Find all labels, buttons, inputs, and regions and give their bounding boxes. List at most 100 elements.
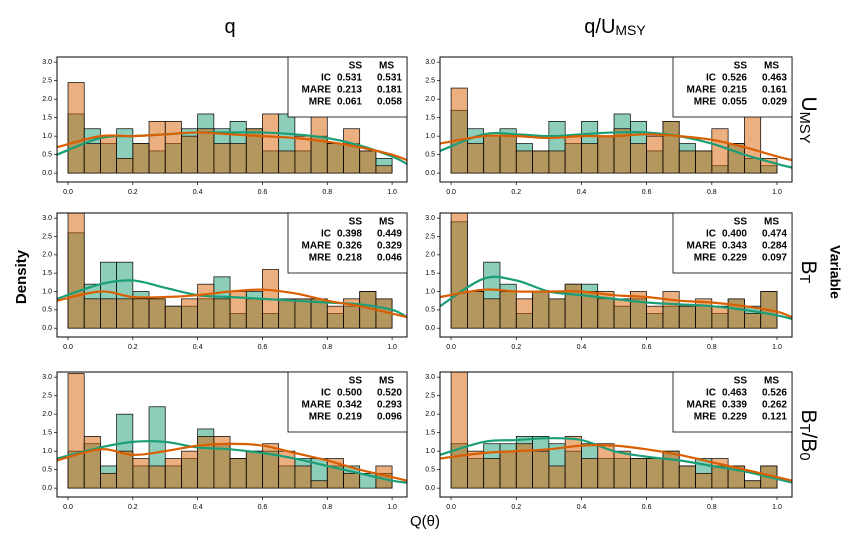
histogram-bar	[164, 120, 182, 174]
histogram-bar	[116, 298, 134, 329]
x-tick-label: 0.0	[63, 344, 73, 351]
plot-area	[57, 373, 407, 489]
x-tick-label: 0.0	[446, 504, 456, 511]
histogram-bar	[597, 135, 615, 174]
x-tick-label: 0.6	[258, 344, 268, 351]
histogram-bar	[515, 150, 533, 174]
histogram-bar	[483, 298, 501, 329]
histogram-bar	[181, 450, 198, 489]
y-tick-label: 1.5	[425, 114, 435, 121]
y-tick-label: 0.0	[425, 485, 435, 492]
y-tick-label: 2.5	[42, 78, 52, 85]
stats-row-label: MARE	[302, 85, 332, 96]
stats-cell: 0.096	[377, 412, 402, 423]
density-curve	[57, 279, 407, 319]
histogram-bar	[629, 458, 647, 489]
stats-header: MS	[764, 217, 779, 228]
stats-cell: 0.229	[722, 253, 747, 264]
plot-frame	[439, 371, 793, 498]
histogram-bar	[262, 113, 280, 174]
histogram-bar	[116, 450, 134, 489]
histogram-bar	[245, 298, 263, 329]
stats-cell: 0.046	[377, 253, 402, 264]
x-tick-label: 1.0	[387, 504, 397, 511]
histogram-bar	[581, 143, 599, 174]
y-tick-label: 1.0	[42, 288, 52, 295]
x-tick-label: 1.0	[772, 344, 782, 351]
stats-box	[287, 212, 408, 274]
stats-header: MS	[764, 61, 779, 72]
stats-cell: 0.463	[722, 388, 747, 399]
x-tick-label: 0.8	[707, 344, 717, 351]
histogram-bar	[548, 465, 566, 489]
density-curve	[440, 444, 792, 482]
histogram-bar	[132, 458, 150, 489]
histogram-bar	[132, 143, 150, 174]
histogram-bar	[499, 450, 517, 489]
stats-box	[287, 56, 408, 118]
stats-cell: 0.219	[337, 412, 362, 423]
stats-cell: 0.526	[762, 388, 787, 399]
stats-cell: 0.029	[762, 97, 787, 108]
y-tick-label: 2.0	[425, 96, 435, 103]
stats-header: SS	[349, 217, 363, 228]
histogram-bar	[164, 458, 182, 489]
density-curve	[440, 437, 792, 484]
stats-box	[672, 371, 793, 433]
stats-box	[672, 212, 793, 274]
x-tick-label: 0.4	[577, 189, 587, 196]
stats-cell: 0.520	[377, 388, 402, 399]
stats-cell: 0.229	[722, 412, 747, 423]
stats-cell: 0.284	[762, 241, 787, 252]
histogram-bar	[310, 113, 328, 174]
x-tick-label: 0.4	[193, 344, 203, 351]
y-tick-label: 0.5	[42, 466, 52, 473]
density-curve	[57, 440, 407, 484]
histogram-bar	[83, 298, 101, 329]
histogram-bar	[132, 298, 150, 329]
text-part: U	[797, 97, 820, 112]
x-tick-label: 0.6	[642, 344, 652, 351]
y-tick-label: 0.5	[425, 151, 435, 158]
stats-cell: 0.097	[762, 253, 787, 264]
stats-cell: 0.161	[762, 85, 787, 96]
stats-header: MS	[379, 376, 394, 387]
stats-cell: 0.293	[377, 400, 402, 411]
y-tick-label: 0.5	[425, 307, 435, 314]
plot-area	[440, 372, 792, 489]
stats-cell: 0.474	[762, 229, 787, 240]
histogram-bar	[711, 128, 729, 174]
histogram-bar	[229, 458, 247, 489]
x-tick-label: 1.0	[772, 189, 782, 196]
y-tick-label: 1.5	[42, 270, 52, 277]
histogram-bar	[629, 143, 647, 174]
histogram-bar	[67, 213, 85, 329]
stats-row-label: IC	[706, 73, 716, 84]
histogram-bar	[483, 458, 501, 489]
stats-header: SS	[349, 61, 363, 72]
stats-cell: 0.215	[722, 85, 747, 96]
x-tick-label: 0.8	[322, 189, 332, 196]
histogram-bar	[727, 298, 745, 329]
histogram-bar	[181, 135, 198, 174]
stats-cell: 0.463	[762, 73, 787, 84]
stats-row-label: MRE	[309, 412, 332, 423]
x-tick-label: 0.2	[511, 189, 521, 196]
x-tick-label: 1.0	[387, 189, 397, 196]
histogram-bar	[548, 150, 566, 174]
y-tick-label: 3.0	[425, 374, 435, 381]
text-part: /B	[797, 432, 820, 452]
text-part: B	[797, 261, 820, 275]
histogram-bar	[148, 465, 166, 489]
row-group-label: Variable	[827, 245, 843, 299]
text-part: T	[796, 275, 812, 284]
x-tick-label: 0.6	[258, 504, 268, 511]
x-tick-label: 0.0	[63, 504, 73, 511]
stats-cell: 0.343	[722, 241, 747, 252]
y-tick-label: 0.5	[425, 466, 435, 473]
x-tick-label: 0.4	[193, 504, 203, 511]
stats-row-label: IC	[321, 229, 331, 240]
y-tick-label: 3.0	[425, 215, 435, 222]
y-tick-label: 2.5	[425, 393, 435, 400]
